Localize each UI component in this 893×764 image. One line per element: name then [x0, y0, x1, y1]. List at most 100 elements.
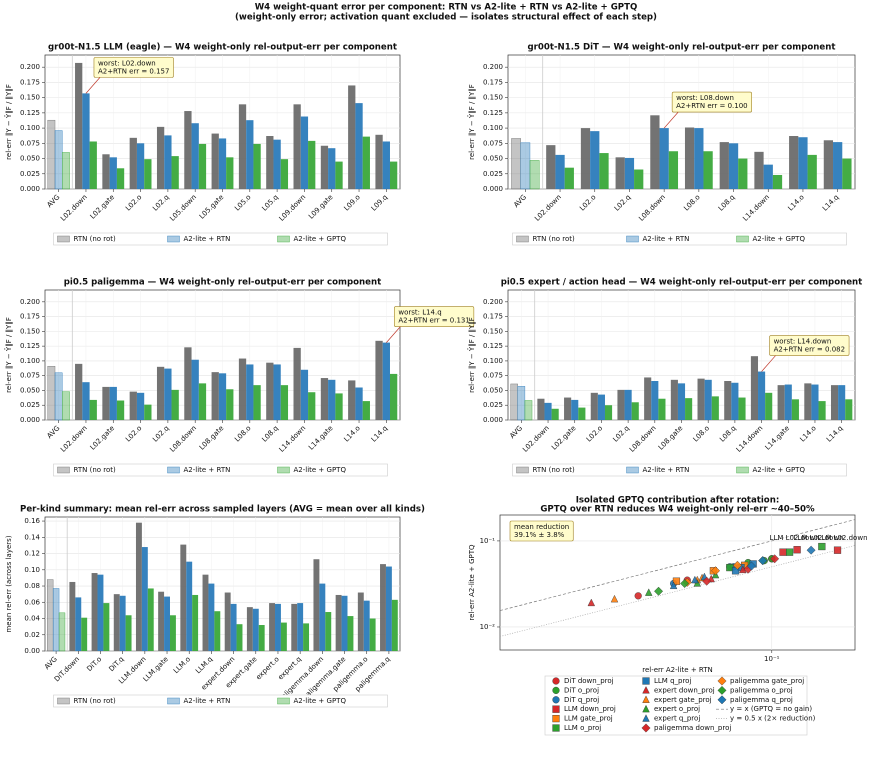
bar — [624, 389, 632, 420]
x-tick-label: LLM.q — [194, 655, 214, 675]
bar — [75, 597, 82, 651]
bar — [357, 592, 364, 651]
bar — [238, 104, 247, 189]
legend-marker — [717, 676, 727, 686]
bar — [348, 380, 356, 420]
panel-title: pi0.5 expert / action head — W4 weight-o… — [501, 278, 863, 288]
x-tick-label: L02.q — [613, 193, 632, 212]
bar — [293, 104, 301, 189]
x-tick-label: L05.q — [261, 193, 280, 212]
legend-swatch — [277, 466, 290, 474]
bar — [348, 85, 356, 189]
bar — [335, 393, 343, 420]
y-tick-label: 0.000 — [483, 416, 503, 424]
bar — [758, 371, 766, 420]
legend-label: LLM gate_proj — [564, 715, 613, 723]
x-tick-label: L02.o — [124, 424, 143, 443]
bar — [308, 140, 316, 189]
x-tick-label: LLM.o — [172, 655, 192, 675]
bar — [624, 157, 635, 189]
bar — [82, 382, 90, 420]
bar — [842, 158, 852, 189]
x-tick-label: L08.o — [682, 193, 701, 212]
y-axis-label: rel-err ‖Y − Ŷ‖F / ‖Y‖F — [467, 84, 476, 160]
bar — [280, 622, 287, 651]
bar — [171, 156, 179, 189]
x-tick-label: L08.down — [168, 424, 198, 454]
bar — [319, 583, 326, 651]
bar — [226, 157, 234, 189]
panel-title: gr00t-N1.5 DiT — W4 weight-only rel-outp… — [528, 43, 836, 53]
y-tick-label: 0.125 — [483, 109, 503, 117]
bar — [651, 381, 659, 420]
bar — [380, 564, 386, 651]
bar — [544, 402, 552, 420]
bar — [214, 611, 221, 651]
legend-swatch — [167, 697, 180, 705]
bar — [47, 119, 56, 190]
bar — [738, 397, 746, 420]
x-tick-label: L08.q — [718, 424, 737, 443]
legend-marker — [642, 686, 650, 694]
legend-label: A2-lite + GPTQ — [753, 235, 806, 243]
y-tick-label: 0.050 — [20, 155, 40, 163]
legend-marker — [641, 723, 651, 733]
legend-label: expert o_proj — [654, 705, 700, 713]
y-axis-label: rel-err ‖Y − Ŷ‖F / ‖Y‖F — [467, 317, 476, 393]
legend-swatch — [57, 235, 70, 243]
legend-marker — [642, 714, 650, 722]
legend-swatch — [57, 697, 70, 705]
bar — [724, 381, 732, 420]
bar — [136, 392, 145, 420]
bar — [52, 588, 60, 652]
point — [732, 560, 742, 570]
bar — [320, 378, 329, 420]
legend-swatch — [277, 697, 290, 705]
bar — [578, 407, 586, 420]
bar — [389, 373, 398, 420]
legend-label: DiT down_proj — [564, 677, 614, 685]
bar — [180, 544, 187, 651]
point — [711, 566, 721, 576]
bar — [275, 603, 281, 651]
bar — [293, 347, 301, 420]
y-tick-label: 0.150 — [20, 327, 40, 335]
bar — [599, 153, 609, 189]
y-tick-label: 0.12 — [24, 550, 40, 558]
x-tick-label: L14.q — [821, 193, 840, 212]
legend-label: A2-lite + GPTQ — [294, 697, 347, 705]
bar — [777, 385, 785, 420]
bar — [136, 143, 145, 189]
point — [806, 545, 816, 555]
y-tick-label: 0.125 — [483, 342, 503, 350]
y-axis-label: rel-err ‖Y − Ŷ‖F / ‖Y‖F — [4, 84, 13, 160]
bar — [89, 399, 97, 420]
x-tick-label: L02.q — [151, 193, 170, 212]
x-tick-label: AVG — [508, 424, 524, 440]
annotation-text: worst: L14.q — [398, 309, 441, 317]
bar — [164, 596, 170, 651]
point — [793, 546, 801, 554]
x-tick-label: L02.down — [533, 193, 563, 223]
bar — [269, 603, 276, 651]
bar — [186, 561, 193, 651]
legend-swatch — [736, 466, 749, 474]
legend-label: A2-lite + RTN — [184, 466, 231, 474]
y-tick-label: 0.100 — [483, 124, 503, 132]
x-tick-label: AVG — [46, 193, 62, 209]
bar — [529, 160, 540, 190]
legend-box — [53, 232, 388, 246]
bar — [258, 625, 265, 651]
bar — [694, 128, 704, 189]
bar — [823, 140, 834, 189]
point — [587, 598, 596, 607]
bar — [328, 148, 336, 189]
bar — [382, 342, 390, 420]
bar — [81, 617, 88, 651]
bar — [818, 401, 826, 420]
bar — [382, 141, 390, 189]
y-tick-label: 0.025 — [20, 401, 40, 409]
bar — [156, 126, 165, 189]
bar — [252, 608, 259, 651]
